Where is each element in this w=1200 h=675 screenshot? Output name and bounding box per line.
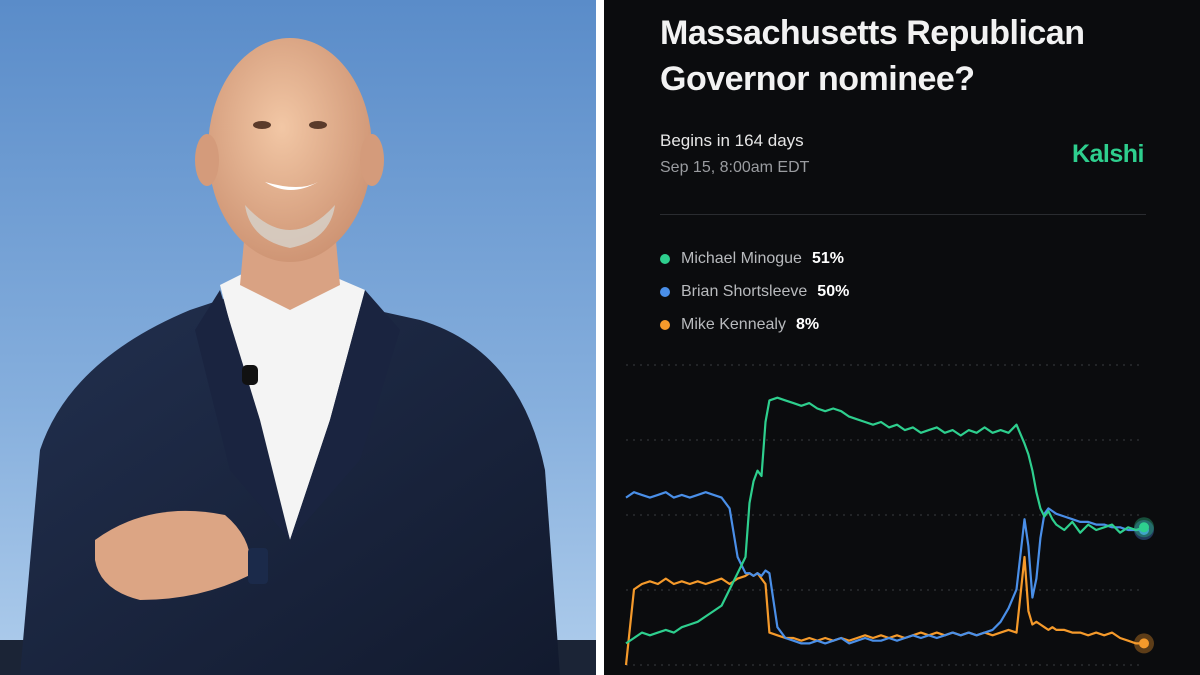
series-endpoint	[1139, 638, 1149, 649]
panel-divider	[596, 0, 604, 675]
legend-name: Brian Shortsleeve	[681, 282, 808, 300]
candidate-photo	[0, 0, 596, 675]
chart-legend: Michael Minogue 51% Brian Shortsleeve 50…	[660, 242, 849, 341]
divider-line	[660, 214, 1146, 215]
legend-dot-shortsleeve	[660, 286, 670, 297]
legend-percent: 51%	[811, 249, 844, 267]
legend-item-kennealy: Mike Kennealy 8%	[660, 308, 849, 341]
market-begins: Begins in 164 days	[660, 131, 804, 150]
series-line-michael-minogue	[625, 396, 1145, 645]
market-date: Sep 15, 8:00am EDT	[660, 159, 810, 176]
person-photo-icon	[0, 0, 596, 675]
market-title: Massachusetts Republican Governor nomine…	[660, 14, 1085, 98]
legend-item-shortsleeve: Brian Shortsleeve 50%	[660, 275, 849, 308]
series-line-brian-shortsleeve	[625, 491, 1144, 645]
price-history-chart	[624, 364, 1154, 666]
legend-name: Mike Kennealy	[681, 315, 786, 333]
series-line-mike-kennealy	[624, 555, 1144, 666]
legend-dot-minogue	[660, 253, 670, 264]
kalshi-logo: Kalshi	[1071, 140, 1145, 168]
legend-percent: 8%	[795, 315, 820, 333]
legend-dot-kennealy	[660, 319, 670, 330]
market-panel: Massachusetts Republican Governor nomine…	[604, 0, 1200, 675]
legend-percent: 50%	[817, 282, 850, 300]
series-endpoint	[1139, 522, 1149, 533]
legend-name: Michael Minogue	[681, 249, 802, 267]
legend-item-minogue: Michael Minogue 51%	[660, 242, 849, 275]
